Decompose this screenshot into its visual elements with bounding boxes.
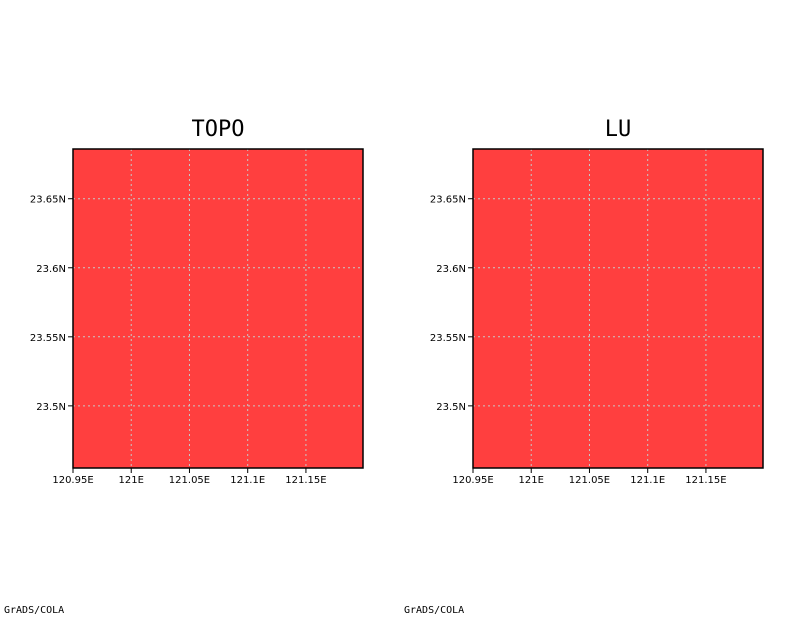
credit-label: GrADS/COLA xyxy=(404,605,465,616)
panel-title: LU xyxy=(605,117,632,142)
x-tick-label: 121.1E xyxy=(230,475,265,486)
map-frame xyxy=(472,148,764,469)
x-tick-label: 121.15E xyxy=(685,475,726,486)
x-tick-label: 120.95E xyxy=(52,475,93,486)
x-tick-label: 121.05E xyxy=(169,475,210,486)
credit-label: GrADS/COLA xyxy=(4,605,65,616)
map-topo: TOPO 120.95E 121E 121.05E 121.1E 121.15E 23.6… xyxy=(30,117,364,486)
panel-lu: LU 120.95E 121E 121.05E 121.1E 121.15E 23.65N… xyxy=(400,0,800,618)
x-tick-label: 121.1E xyxy=(630,475,665,486)
x-tick-label: 120.95E xyxy=(452,475,493,486)
x-tick-label: 121E xyxy=(519,475,544,486)
y-tick-label: 23.65N xyxy=(30,195,66,206)
panel-title: TOPO xyxy=(192,117,245,142)
y-tick-label: 23.55N xyxy=(30,333,66,344)
x-tick-label: 121.05E xyxy=(569,475,610,486)
y-tick-label: 23.6N xyxy=(36,264,66,275)
panel-topo: TOPO 120.95E 121E 121.05E 121.1E 121.15E 23.6… xyxy=(4,117,364,616)
shaded-field xyxy=(73,149,363,468)
map-frame xyxy=(72,148,364,469)
y-tick-label: 23.5N xyxy=(36,402,66,413)
map-lu: LU 120.95E 121E 121.05E 121.1E 121.15E 23.65N… xyxy=(430,117,764,486)
y-tick-label: 23.65N xyxy=(430,195,466,206)
x-tick-label: 121E xyxy=(119,475,144,486)
shaded-field xyxy=(473,149,763,468)
y-tick-label: 23.55N xyxy=(430,333,466,344)
x-tick-label: 121.15E xyxy=(285,475,326,486)
y-tick-label: 23.6N xyxy=(436,264,466,275)
y-tick-label: 23.5N xyxy=(436,402,466,413)
